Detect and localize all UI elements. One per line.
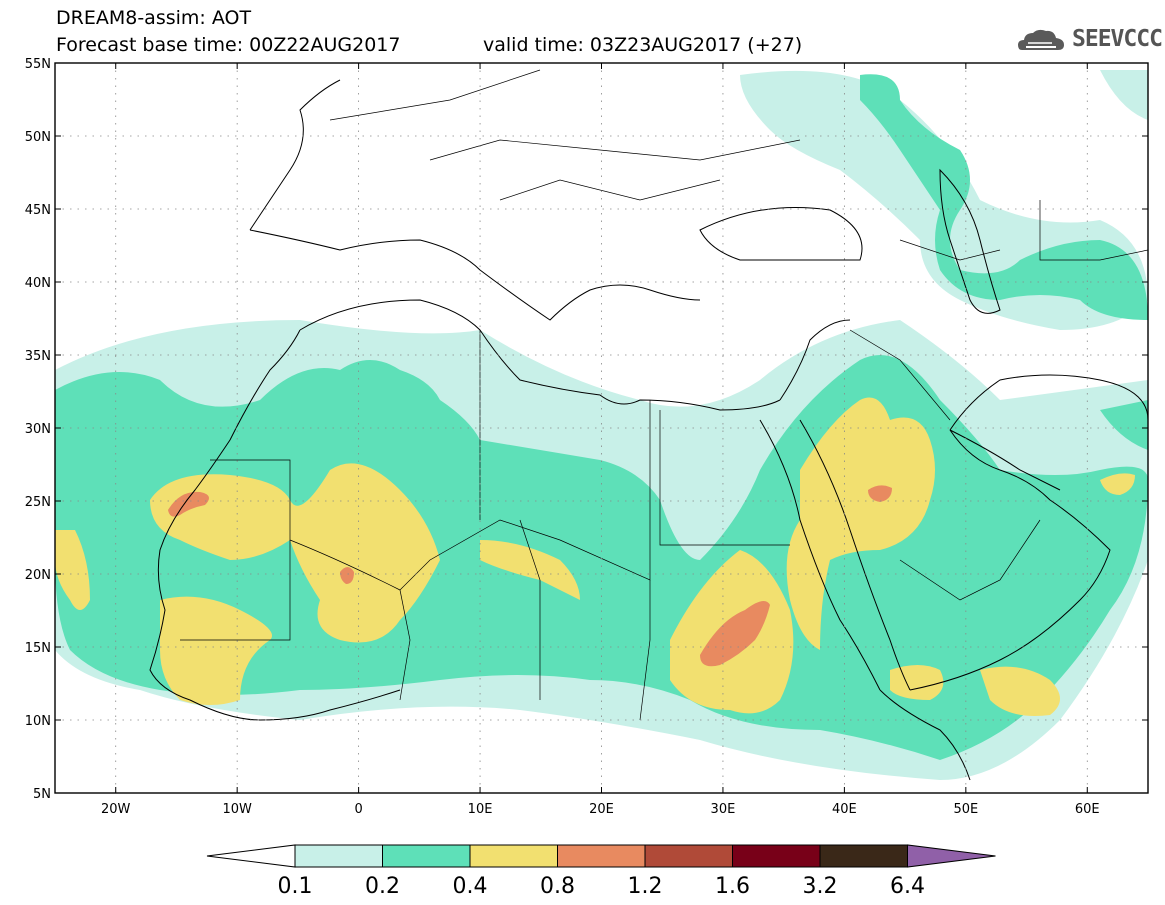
colorbar-label: 0.8 <box>540 874 575 899</box>
lat-tick-label: 5N <box>33 787 51 802</box>
colorbar-label: 1.2 <box>628 874 663 899</box>
lat-tick-label: 35N <box>25 349 51 364</box>
lon-tick-label: 30E <box>711 802 736 817</box>
aot-level-0.4 <box>55 397 1135 716</box>
colorbar-label: 6.4 <box>890 874 925 899</box>
lat-axis: 55N 50N 45N 40N 35N 30N 25N 20N 15N 10N 5N <box>25 57 51 802</box>
lon-axis: 20W 10W 0 10E 20E 30E 40E 50E 60E <box>101 802 1100 817</box>
map-title: DREAM8-assim: AOT <box>56 7 252 29</box>
lat-tick-label: 15N <box>25 641 51 656</box>
forecast-base-time: Forecast base time: 00Z22AUG2017 <box>56 34 401 56</box>
lon-tick-label: 20E <box>589 802 614 817</box>
colorbar-swatch <box>644 844 733 868</box>
colorbar-swatch <box>469 844 558 868</box>
colorbar-label: 0.4 <box>453 874 488 899</box>
lat-tick-label: 50N <box>25 130 51 145</box>
colorbar-extend-high <box>907 844 996 868</box>
colorbar-swatch <box>294 844 383 868</box>
colorbar-label: 0.1 <box>278 874 313 899</box>
logo-text: SEEVCCC <box>1072 26 1163 52</box>
colorbar-label: 1.6 <box>715 874 750 899</box>
lat-tick-label: 25N <box>25 495 51 510</box>
lon-tick-label: 60E <box>1075 802 1100 817</box>
lat-tick-label: 45N <box>25 203 51 218</box>
colorbar-swatch <box>382 844 471 868</box>
lat-tick-label: 30N <box>25 422 51 437</box>
colorbar: 0.1 0.2 0.4 0.8 1.2 1.6 3.2 6.4 <box>206 844 996 899</box>
colorbar-swatch <box>732 844 821 868</box>
lat-tick-label: 40N <box>25 276 51 291</box>
aot-field <box>55 63 1148 793</box>
coastlines <box>149 79 1148 781</box>
colorbar-swatch <box>557 844 646 868</box>
lat-tick-label: 10N <box>25 714 51 729</box>
axis-ticks <box>55 62 1148 794</box>
colorbar-extend-low <box>206 844 296 868</box>
lat-tick-label: 20N <box>25 568 51 583</box>
grid-lines <box>55 63 1148 793</box>
lon-tick-label: 0 <box>354 802 362 817</box>
aot-level-0.8 <box>168 485 892 667</box>
lon-tick-label: 20W <box>101 802 131 817</box>
lon-tick-label: 10W <box>222 802 252 817</box>
colorbar-label: 3.2 <box>803 874 838 899</box>
valid-time: valid time: 03Z23AUG2017 (+27) <box>483 34 803 56</box>
lon-tick-label: 50E <box>953 802 978 817</box>
cloud-icon <box>1018 29 1064 50</box>
colorbar-swatch <box>819 844 908 868</box>
lon-tick-label: 40E <box>832 802 857 817</box>
colorbar-label: 0.2 <box>365 874 400 899</box>
country-borders <box>180 69 1148 721</box>
lat-tick-label: 55N <box>25 57 51 72</box>
lon-tick-label: 10E <box>468 802 493 817</box>
